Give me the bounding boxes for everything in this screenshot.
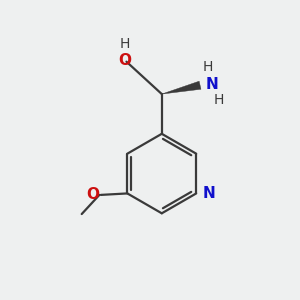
Text: N: N: [203, 186, 215, 201]
Text: O: O: [118, 53, 131, 68]
Text: H: H: [120, 38, 130, 51]
Polygon shape: [162, 81, 201, 94]
Text: N: N: [206, 77, 218, 92]
Text: H: H: [202, 60, 213, 74]
Text: H: H: [213, 93, 224, 106]
Text: O: O: [86, 188, 99, 202]
